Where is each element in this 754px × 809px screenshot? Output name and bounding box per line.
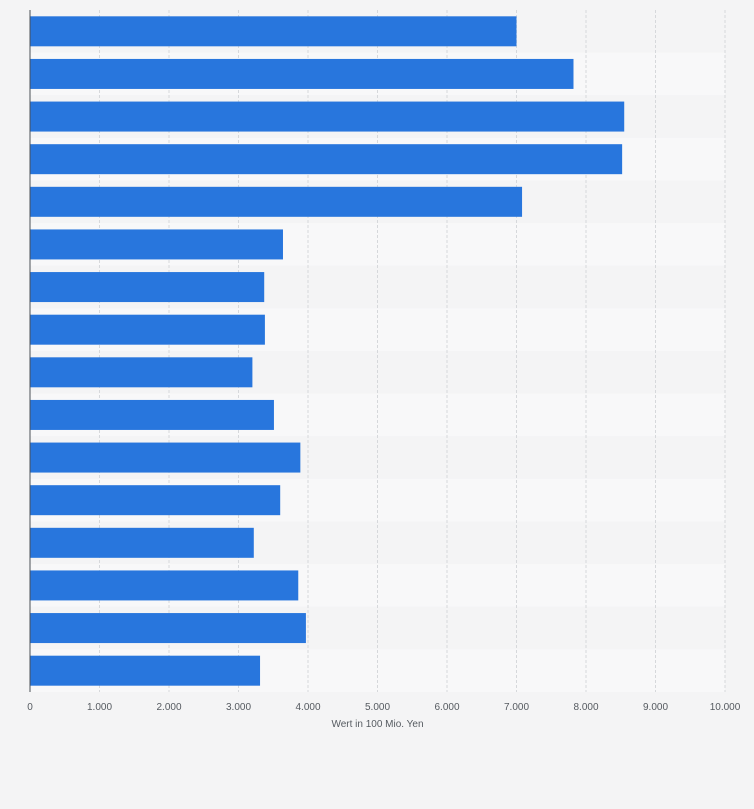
x-axis-label: Wert in 100 Mio. Yen xyxy=(331,719,423,730)
bar[interactable] xyxy=(30,442,301,473)
bar[interactable] xyxy=(30,357,253,388)
x-tick-label: 4.000 xyxy=(295,702,320,713)
x-tick-label: 6.000 xyxy=(434,702,459,713)
gridlines xyxy=(99,10,726,692)
bar[interactable] xyxy=(30,613,306,644)
bar[interactable] xyxy=(30,58,574,89)
bar[interactable] xyxy=(30,314,265,345)
x-tick-label: 0 xyxy=(27,702,33,713)
x-tick-label: 5.000 xyxy=(365,702,390,713)
x-axis-ticks: 0 1.000 2.000 3.000 4.000 5.000 6.000 7.000 8.00… xyxy=(27,702,741,713)
bar[interactable] xyxy=(30,655,261,686)
bar[interactable] xyxy=(30,485,281,516)
bar[interactable] xyxy=(30,399,274,430)
bar[interactable] xyxy=(30,272,265,303)
bar[interactable] xyxy=(30,16,517,47)
bar[interactable] xyxy=(30,229,283,260)
x-tick-label: 8.000 xyxy=(573,702,598,713)
bars xyxy=(30,16,625,686)
x-tick-label: 2.000 xyxy=(156,702,181,713)
x-tick-label: 7.000 xyxy=(504,702,529,713)
bar[interactable] xyxy=(30,101,625,132)
bar[interactable] xyxy=(30,527,254,558)
bar[interactable] xyxy=(30,144,623,175)
bar[interactable] xyxy=(30,570,299,601)
x-tick-label: 1.000 xyxy=(87,702,112,713)
x-tick-label: 10.000 xyxy=(710,702,741,713)
bar[interactable] xyxy=(30,186,523,217)
x-tick-label: 3.000 xyxy=(226,702,251,713)
x-tick-label: 9.000 xyxy=(643,702,668,713)
